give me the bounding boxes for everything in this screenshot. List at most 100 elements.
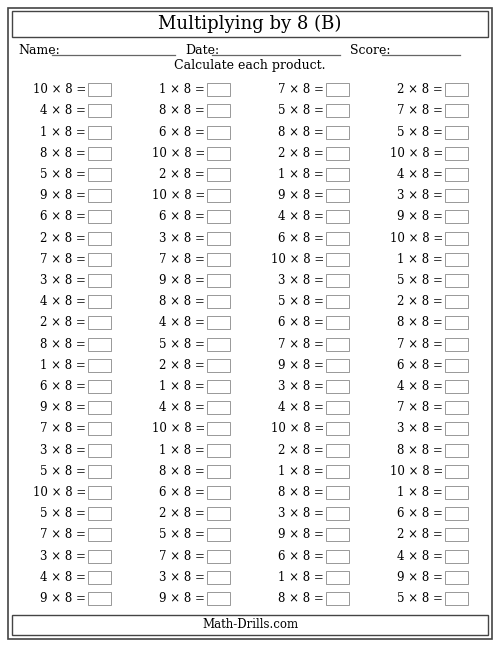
Text: 4 × 8 =: 4 × 8 = (397, 168, 443, 181)
Bar (326, 529, 349, 542)
Bar (207, 507, 230, 520)
Text: 1 × 8 =: 1 × 8 = (159, 380, 205, 393)
Text: 2 × 8 =: 2 × 8 = (159, 358, 205, 371)
Text: 2 × 8 =: 2 × 8 = (159, 507, 205, 520)
Bar (88, 443, 111, 457)
Bar (326, 168, 349, 181)
Text: 9 × 8 =: 9 × 8 = (397, 571, 443, 584)
Text: 10 × 8 =: 10 × 8 = (152, 147, 205, 160)
Text: 9 × 8 =: 9 × 8 = (40, 592, 86, 605)
Text: 3 × 8 =: 3 × 8 = (397, 189, 443, 202)
Bar (88, 338, 111, 351)
Text: 5 × 8 =: 5 × 8 = (159, 529, 205, 542)
Text: 6 × 8 =: 6 × 8 = (397, 358, 443, 371)
Bar (207, 253, 230, 266)
Text: 2 × 8 =: 2 × 8 = (278, 443, 324, 457)
Text: 7 × 8 =: 7 × 8 = (159, 253, 205, 266)
Text: 1 × 8 =: 1 × 8 = (397, 253, 443, 266)
Text: 3 × 8 =: 3 × 8 = (278, 274, 324, 287)
Bar (88, 210, 111, 223)
Bar (88, 104, 111, 117)
Text: 10 × 8 =: 10 × 8 = (32, 486, 86, 499)
Text: 8 × 8 =: 8 × 8 = (159, 104, 205, 117)
Text: 8 × 8 =: 8 × 8 = (40, 147, 86, 160)
Text: 1 × 8 =: 1 × 8 = (159, 83, 205, 96)
Text: 1 × 8 =: 1 × 8 = (278, 571, 324, 584)
Bar (445, 316, 468, 329)
Bar (88, 168, 111, 181)
Bar (326, 486, 349, 499)
Bar (445, 592, 468, 605)
Bar (88, 507, 111, 520)
Bar (445, 507, 468, 520)
Bar (207, 295, 230, 308)
Text: 6 × 8 =: 6 × 8 = (159, 486, 205, 499)
Text: Calculate each product.: Calculate each product. (174, 60, 326, 72)
Text: 1 × 8 =: 1 × 8 = (159, 443, 205, 457)
Bar (207, 465, 230, 477)
Text: 1 × 8 =: 1 × 8 = (278, 168, 324, 181)
Bar (326, 147, 349, 160)
Bar (88, 529, 111, 542)
Text: 5 × 8 =: 5 × 8 = (40, 168, 86, 181)
Text: 4 × 8 =: 4 × 8 = (159, 316, 205, 329)
Text: 5 × 8 =: 5 × 8 = (397, 274, 443, 287)
Text: 7 × 8 =: 7 × 8 = (40, 422, 86, 435)
Text: 10 × 8 =: 10 × 8 = (390, 465, 443, 477)
Text: 10 × 8 =: 10 × 8 = (32, 83, 86, 96)
Bar (88, 422, 111, 435)
Bar (326, 338, 349, 351)
Bar (88, 232, 111, 245)
Bar (88, 274, 111, 287)
Bar (326, 401, 349, 414)
Text: 6 × 8 =: 6 × 8 = (278, 232, 324, 245)
Bar (88, 295, 111, 308)
Bar (445, 486, 468, 499)
Text: 1 × 8 =: 1 × 8 = (397, 486, 443, 499)
Text: 8 × 8 =: 8 × 8 = (40, 338, 86, 351)
Bar (207, 401, 230, 414)
Bar (326, 295, 349, 308)
Bar (88, 358, 111, 371)
Text: 5 × 8 =: 5 × 8 = (159, 338, 205, 351)
Text: 2 × 8 =: 2 × 8 = (159, 168, 205, 181)
Bar (326, 422, 349, 435)
Bar (12, 615, 488, 635)
Text: 3 × 8 =: 3 × 8 = (278, 380, 324, 393)
Text: 10 × 8 =: 10 × 8 = (152, 422, 205, 435)
Text: 1 × 8 =: 1 × 8 = (278, 465, 324, 477)
Bar (326, 571, 349, 584)
Text: 3 × 8 =: 3 × 8 = (40, 549, 86, 562)
Bar (88, 126, 111, 138)
Text: 9 × 8 =: 9 × 8 = (278, 189, 324, 202)
Text: 4 × 8 =: 4 × 8 = (278, 401, 324, 414)
Bar (207, 443, 230, 457)
Text: 9 × 8 =: 9 × 8 = (159, 274, 205, 287)
Text: 2 × 8 =: 2 × 8 = (397, 83, 443, 96)
Text: Score:: Score: (350, 43, 391, 56)
Text: 8 × 8 =: 8 × 8 = (278, 126, 324, 138)
Bar (326, 316, 349, 329)
Bar (207, 422, 230, 435)
Text: 1 × 8 =: 1 × 8 = (40, 126, 86, 138)
Text: 7 × 8 =: 7 × 8 = (278, 83, 324, 96)
Bar (207, 486, 230, 499)
Text: 9 × 8 =: 9 × 8 = (397, 210, 443, 223)
Bar (326, 274, 349, 287)
Text: 5 × 8 =: 5 × 8 = (397, 592, 443, 605)
Bar (326, 83, 349, 96)
Text: 6 × 8 =: 6 × 8 = (40, 210, 86, 223)
Bar (445, 232, 468, 245)
Bar (445, 571, 468, 584)
Text: 4 × 8 =: 4 × 8 = (278, 210, 324, 223)
Bar (207, 232, 230, 245)
Bar (207, 168, 230, 181)
Bar (207, 338, 230, 351)
Bar (445, 147, 468, 160)
Text: 6 × 8 =: 6 × 8 = (278, 549, 324, 562)
Text: 5 × 8 =: 5 × 8 = (278, 295, 324, 308)
Text: 8 × 8 =: 8 × 8 = (397, 443, 443, 457)
Text: 2 × 8 =: 2 × 8 = (278, 147, 324, 160)
Text: 2 × 8 =: 2 × 8 = (397, 295, 443, 308)
Text: 8 × 8 =: 8 × 8 = (159, 465, 205, 477)
